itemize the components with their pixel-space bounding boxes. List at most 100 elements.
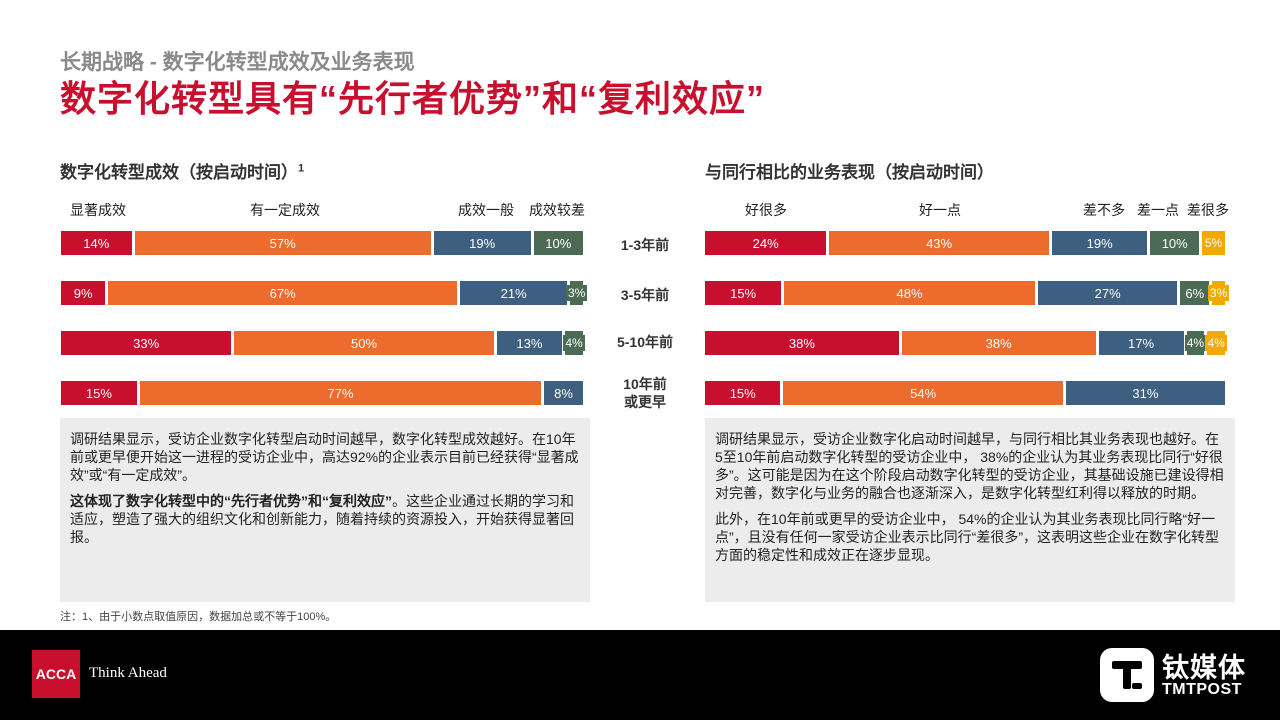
page-title: 数字化转型具有“先行者优势”和“复利效应”	[60, 78, 766, 119]
left-bar-row-2: 33% 50% 13% 4%	[61, 331, 586, 355]
right-data-label: 4%	[1184, 335, 1207, 351]
left-bar-segment: 10%	[533, 231, 583, 255]
left-data-label: 33%	[133, 335, 160, 351]
right-data-label: 48%	[896, 285, 923, 301]
left-bar-segment: 50%	[234, 331, 494, 355]
right-chart-title: 与同行相比的业务表现（按启动时间）	[705, 163, 994, 182]
left-data-label: 9%	[73, 285, 93, 301]
left-bar-segment: 9%	[61, 281, 106, 305]
right-data-label: 43%	[926, 235, 953, 251]
tmtpost-logo-cn: 钛媒体	[1162, 653, 1246, 683]
left-bar-segment: 19%	[433, 231, 531, 255]
left-bar-segment: 33%	[61, 331, 232, 355]
left-text-p2: 这体现了数字化转型中的“先行者优势”和“复利效应”。这些企业通过长期的学习和适应…	[70, 492, 580, 546]
left-data-label: 8%	[554, 385, 573, 401]
left-chart-title-text: 数字化转型成效（按启动时间）	[60, 163, 298, 182]
right-legend-label-1: 好一点	[919, 202, 961, 218]
right-data-label: 31%	[1132, 385, 1159, 401]
left-legend-label-1: 有一定成效	[250, 202, 320, 218]
right-bar-segment: 3%	[1207, 281, 1230, 305]
left-bar-row-3: 15% 77% 8%	[61, 381, 586, 405]
left-data-label: 4%	[563, 335, 585, 351]
right-data-label: 27%	[1094, 285, 1121, 301]
left-legend-label-2: 成效一般	[458, 202, 514, 218]
acca-logo: ACCA	[32, 650, 80, 698]
row-label-1: 3-5年前	[620, 287, 670, 303]
right-bar-segment: 31%	[1065, 381, 1225, 405]
footer-bar: ACCA Think Ahead 钛媒体 TMTPOST	[0, 630, 1280, 720]
left-text-p2-bold: 这体现了数字化转型中的“先行者优势”和“复利效应”	[70, 493, 392, 509]
right-bar-segment: 6%	[1180, 281, 1210, 305]
right-data-label: 4%	[1205, 335, 1227, 351]
left-data-label: 13%	[516, 335, 543, 351]
left-bar-segment: 8%	[544, 381, 583, 405]
right-bar-row-0: 24% 43% 19% 10% 5%	[705, 231, 1228, 255]
right-bar-segment: 48%	[784, 281, 1035, 305]
tmtpost-logo-icon	[1100, 648, 1154, 702]
right-legend-label-4: 差很多	[1187, 202, 1229, 218]
right-bar-segment: 5%	[1202, 231, 1225, 255]
left-bar-segment: 14%	[61, 231, 132, 255]
right-bar-segment: 24%	[705, 231, 827, 255]
left-data-label: 15%	[85, 385, 112, 401]
page-supertitle: 长期战略 - 数字化转型成效及业务表现	[60, 51, 415, 74]
acca-tagline: Think Ahead	[89, 665, 167, 681]
footnote: 注：1、由于小数点取值原因，数据加总或不等于100%。	[60, 611, 337, 623]
left-data-label: 77%	[327, 385, 354, 401]
row-label-0: 1-3年前	[620, 237, 670, 253]
right-bar-segment: 54%	[783, 381, 1063, 405]
left-data-label: 19%	[469, 235, 496, 251]
right-text-p1: 调研结果显示，受访企业数字化启动时间越早，与同行相比其业务表现也越好。在5至10…	[715, 431, 1224, 501]
left-data-label: 14%	[83, 235, 110, 251]
right-bar-segment: 17%	[1098, 331, 1184, 355]
left-text-p1: 调研结果显示，受访企业数字化转型启动时间越早，数字化转型成效越好。在10年前或更…	[70, 431, 579, 483]
left-bar-segment: 3%	[565, 281, 588, 305]
right-bar-row-1: 15% 48% 27% 6% 3%	[705, 281, 1230, 305]
right-data-label: 54%	[910, 385, 937, 401]
right-data-label: 5%	[1202, 235, 1225, 251]
right-bar-segment: 43%	[829, 231, 1049, 255]
left-chart-title-sup: 1	[298, 162, 305, 175]
right-data-label: 15%	[729, 385, 756, 401]
right-legend-label-3: 差一点	[1137, 202, 1179, 218]
left-data-label: 3%	[565, 285, 588, 301]
right-data-label: 24%	[752, 235, 779, 251]
right-data-label: 38%	[985, 335, 1012, 351]
left-legend-label-3: 成效较差	[529, 202, 585, 218]
right-bar-row-2: 38% 38% 17% 4% 4%	[705, 331, 1228, 355]
right-data-label: 3%	[1207, 285, 1230, 301]
right-bar-segment: 15%	[705, 281, 782, 305]
right-data-label: 19%	[1086, 235, 1113, 251]
left-bar-segment: 77%	[139, 381, 541, 405]
tmtpost-logo-en: TMTPOST	[1162, 681, 1242, 698]
left-bar-row-0: 14% 57% 19% 10%	[61, 231, 586, 255]
right-bar-segment: 27%	[1037, 281, 1178, 305]
left-bar-segment: 4%	[563, 331, 585, 355]
left-data-label: 10%	[545, 235, 572, 251]
right-bar-segment: 4%	[1205, 331, 1227, 355]
right-data-label: 6%	[1185, 285, 1205, 301]
right-text-p2: 此外，在10年前或更早的受访企业中， 54%的企业认为其业务表现比同行略“好一点…	[715, 511, 1219, 563]
right-bar-segment: 4%	[1184, 331, 1207, 355]
right-bar-segment: 15%	[705, 381, 781, 405]
right-data-label: 15%	[730, 285, 757, 301]
left-data-label: 67%	[269, 285, 296, 301]
left-bar-segment: 15%	[61, 381, 137, 405]
left-data-label: 50%	[350, 335, 378, 351]
left-data-label: 57%	[269, 235, 296, 251]
right-bar-segment: 38%	[705, 331, 899, 355]
right-bar-row-3: 15% 54% 31%	[705, 381, 1228, 405]
right-legend-label-2: 差不多	[1083, 202, 1125, 218]
left-bar-segment: 13%	[496, 331, 562, 355]
right-data-label: 10%	[1161, 235, 1188, 251]
row-label-2: 5-10年前	[616, 334, 674, 350]
left-bar-segment: 21%	[460, 281, 568, 305]
left-bar-segment: 57%	[134, 231, 431, 255]
left-legend-label-0: 显著成效	[70, 202, 126, 218]
right-bar-segment: 10%	[1150, 231, 1200, 255]
right-legend-label-0: 好很多	[745, 202, 787, 218]
right-data-label: 38%	[788, 335, 815, 351]
right-textbox: 调研结果显示，受访企业数字化启动时间越早，与同行相比其业务表现也越好。在5至10…	[705, 418, 1235, 602]
row-label-3: 10年前 或更早	[623, 376, 667, 410]
right-bar-segment: 38%	[901, 331, 1096, 355]
